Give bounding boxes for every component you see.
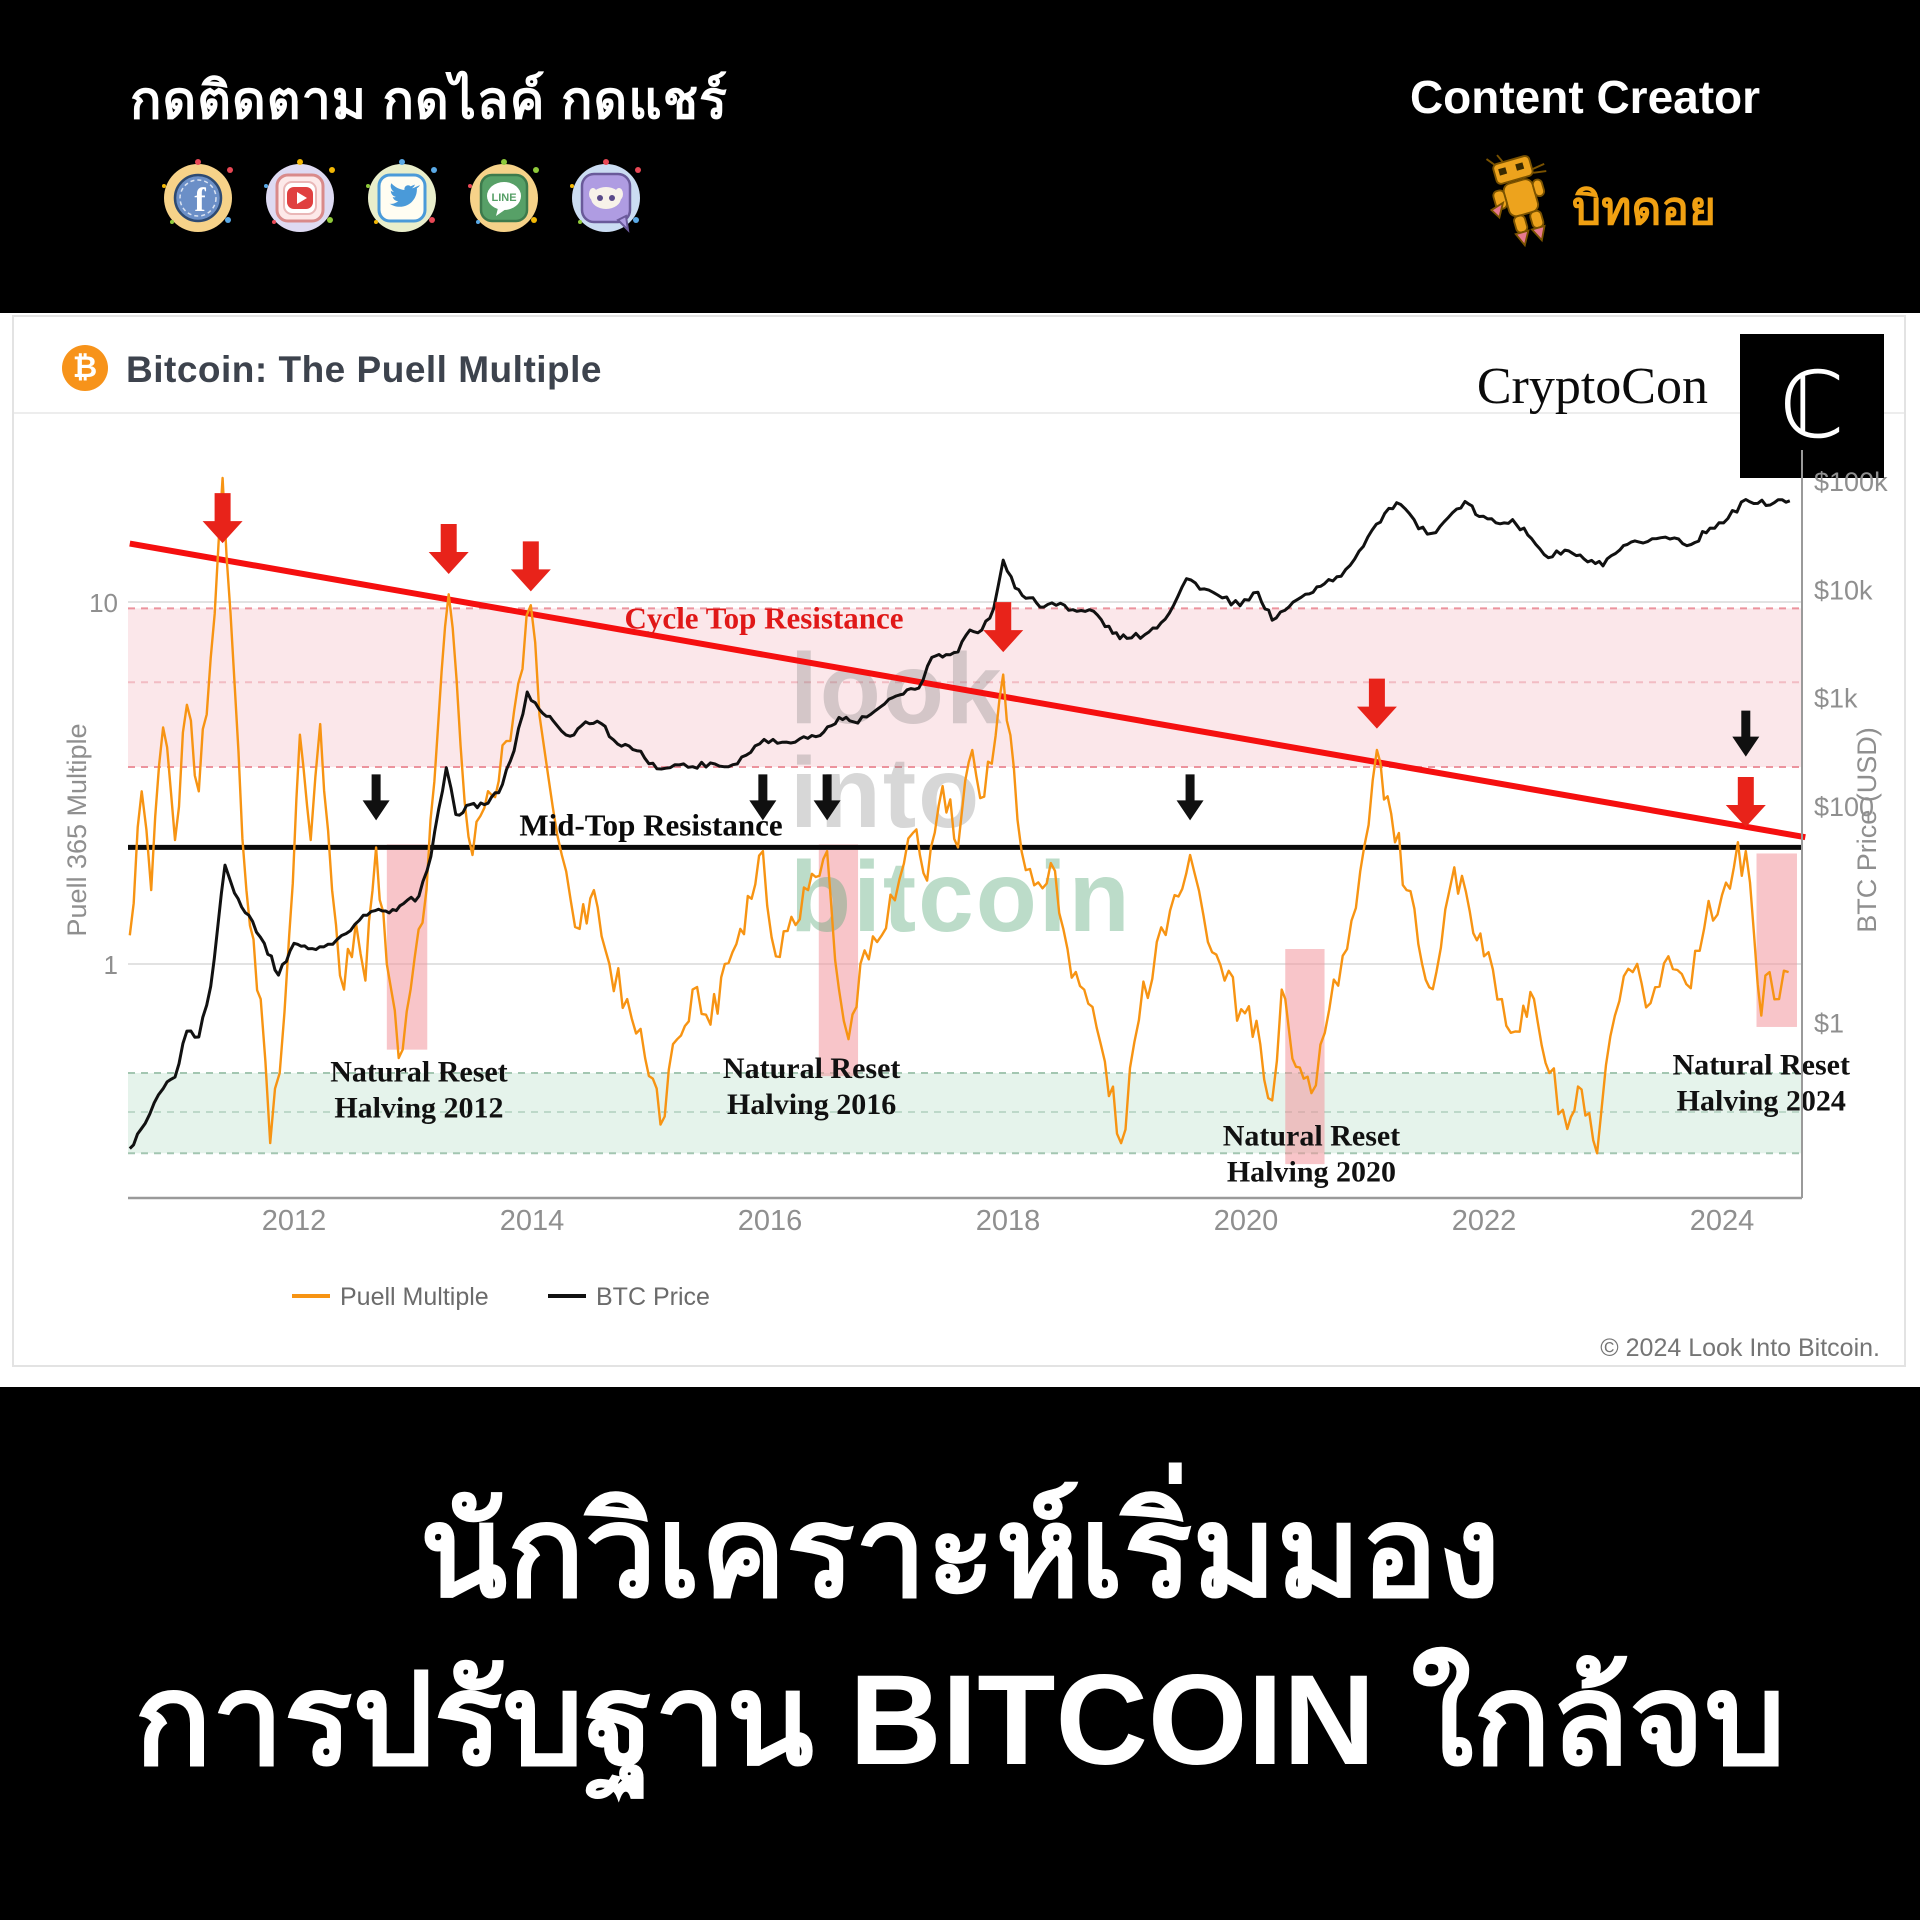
headline-line1: นักวิเคราะห์เริ่มมอง (419, 1481, 1501, 1624)
btc-price-line (128, 498, 1791, 1150)
watermark-text: bitcoin (790, 841, 1132, 953)
x-tick-label: 2020 (1214, 1205, 1279, 1237)
x-tick-label: 2012 (262, 1205, 327, 1237)
black-down-arrow (1176, 774, 1204, 821)
left-tick-label: 1 (104, 950, 118, 980)
red-down-arrow (1725, 777, 1766, 828)
facebook-icon: f (162, 159, 233, 232)
red-down-arrow (428, 524, 469, 575)
cycle-top-trendline (129, 540, 1806, 841)
x-tick-label: 2022 (1452, 1205, 1517, 1237)
headline-line2: การปรับฐาน BITCOIN ใกล้จบ (134, 1649, 1786, 1792)
halving-label: Halving 2020 (1227, 1155, 1396, 1188)
bitcoin-icon: ₿ (62, 345, 108, 391)
legend-puell-label: Puell Multiple (340, 1283, 489, 1311)
chart-title: Bitcoin: The Puell Multiple (126, 349, 602, 390)
watermark-text: into (790, 737, 981, 849)
halving-label: Natural Reset (330, 1056, 507, 1089)
x-tick-label: 2016 (738, 1205, 803, 1237)
halving-label: Natural Reset (1223, 1119, 1400, 1152)
halving-label: Halving 2024 (1677, 1085, 1846, 1118)
black-down-arrow (749, 774, 777, 821)
creator-name-text: บิทดอย (1572, 182, 1716, 234)
social-icons-row: f LINE (158, 158, 646, 238)
right-tick-label: $100k (1814, 467, 1888, 497)
red-down-arrow (983, 602, 1024, 653)
svg-text:LINE: LINE (491, 192, 516, 204)
left-tick-label: 10 (89, 588, 118, 618)
halving-label: Halving 2012 (334, 1092, 503, 1125)
black-down-arrow (362, 774, 390, 821)
cryptocon-logo-icon: ℂ (1740, 334, 1884, 478)
chart-title-row: ₿ Bitcoin: The Puell Multiple CryptoCon … (14, 317, 1904, 478)
youtube-icon (264, 159, 335, 232)
red-down-arrow (510, 541, 551, 592)
discord-icon (570, 159, 641, 233)
right-axis-title: BTC Price (USD) (1852, 727, 1882, 933)
bottom-banner (0, 1387, 1920, 1920)
natural-reset-zone (128, 1072, 1802, 1154)
left-axis-title: Puell 365 Multiple (62, 723, 92, 936)
legend-btc-label: BTC Price (596, 1283, 710, 1311)
x-tick-label: 2014 (500, 1205, 565, 1237)
x-tick-label: 2018 (976, 1205, 1041, 1237)
right-tick-label: $1 (1814, 1009, 1844, 1039)
twitter-icon (366, 159, 437, 232)
halving-label: Halving 2016 (727, 1088, 896, 1121)
line-icon: LINE (468, 159, 539, 232)
red-down-arrow (202, 493, 243, 544)
black-down-arrow (1732, 710, 1760, 757)
halving-label: Natural Reset (1673, 1049, 1850, 1082)
x-tick-label: 2024 (1690, 1205, 1755, 1237)
puell-multiple-line (128, 476, 1789, 1155)
mid-top-resistance-label: Mid-Top Resistance (519, 808, 782, 843)
brand-name: CryptoCon (1476, 358, 1708, 415)
right-tick-label: $100 (1814, 792, 1874, 822)
svg-text:f: f (194, 182, 206, 219)
follow-like-share-text: กดติดตาม กดไลค์ กดแชร์ (130, 72, 728, 130)
right-tick-label: $10k (1814, 575, 1873, 605)
top-banner: กดติดตาม กดไลค์ กดแชร์ f LINE Content Cr… (0, 0, 1920, 313)
right-tick-label: $1k (1814, 684, 1858, 714)
red-down-arrow (1356, 678, 1397, 729)
mascot-robot-icon (1485, 154, 1547, 248)
black-down-arrow (813, 774, 841, 821)
content-creator-label: Content Creator (1409, 71, 1761, 123)
copyright-text: © 2024 Look Into Bitcoin. (1600, 1334, 1880, 1362)
cycle-top-resistance-label: Cycle Top Resistance (625, 601, 904, 636)
halving-band (818, 844, 859, 1077)
halving-label: Natural Reset (723, 1052, 900, 1085)
